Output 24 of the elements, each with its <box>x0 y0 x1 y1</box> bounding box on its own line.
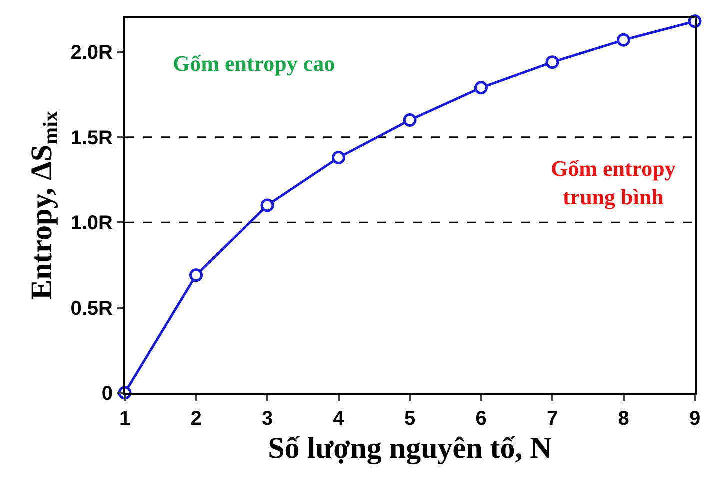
x-tick-label: 8 <box>618 408 630 430</box>
point <box>190 268 203 282</box>
x-tick-label: 6 <box>476 408 487 430</box>
point <box>617 33 630 47</box>
y-tick-label: 0.5R <box>70 298 114 320</box>
point <box>546 56 560 70</box>
y-tick-label: 0 <box>102 383 113 405</box>
x-tick-label: 3 <box>262 408 274 430</box>
x-tick-label: 7 <box>546 408 558 430</box>
point <box>403 114 417 128</box>
point <box>260 198 274 212</box>
x-tick-label: 2 <box>190 408 202 430</box>
y-tick-label: 1.5R <box>70 127 114 150</box>
x-axis-title: Số lượng nguyên tố, N <box>268 432 552 465</box>
x-tick-label: 5 <box>404 408 416 430</box>
y-tick-label: 1.0R <box>70 212 114 235</box>
y-tick-label: 2.0R <box>70 42 114 64</box>
annotation: Gốm entropy cao <box>173 51 336 76</box>
point <box>332 151 346 165</box>
annotation: Gốm entropy trung bình <box>551 156 676 210</box>
x-tick-label: 1 <box>119 408 131 430</box>
x-tick-label: 4 <box>333 408 346 430</box>
point <box>474 81 488 95</box>
x-tick-label: 9 <box>689 408 701 430</box>
